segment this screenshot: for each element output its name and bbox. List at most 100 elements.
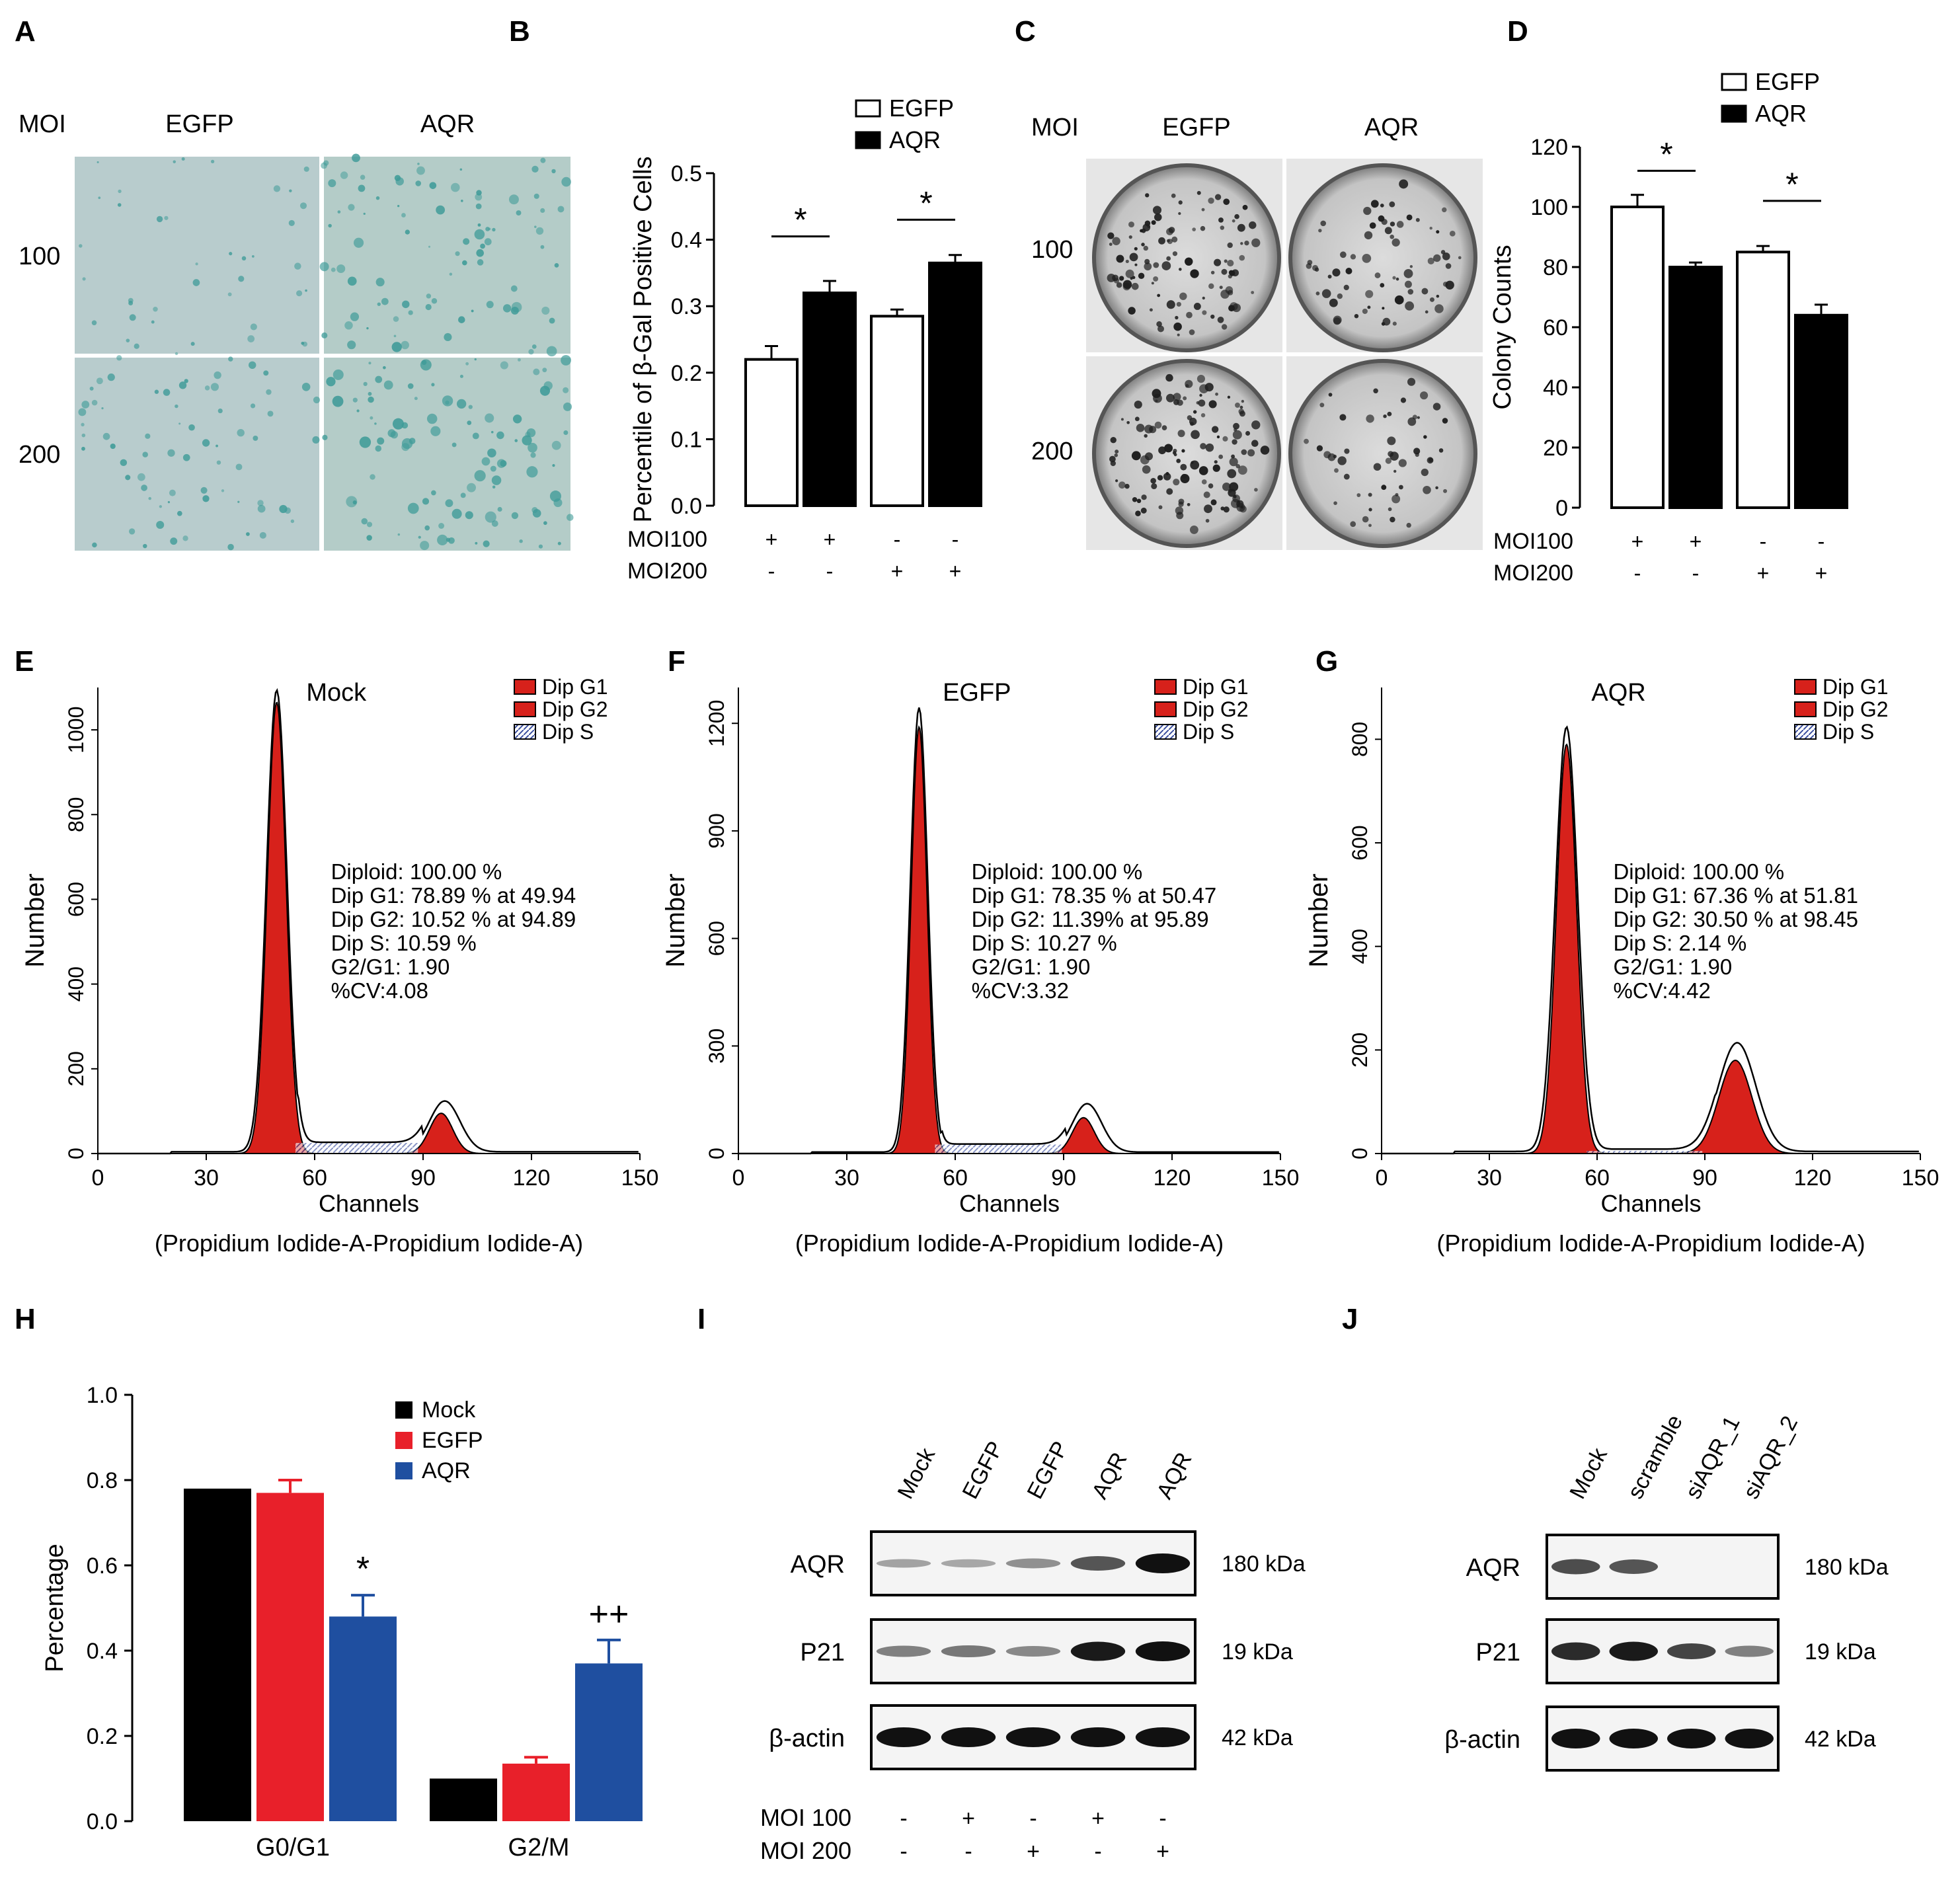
- colony: [1224, 259, 1228, 263]
- y-axis-label: Number: [661, 873, 690, 967]
- stained-cell: [328, 223, 332, 228]
- stained-cell: [167, 500, 171, 504]
- condition-mark: +: [1757, 561, 1770, 585]
- colony: [1205, 443, 1214, 452]
- colony: [1383, 414, 1387, 418]
- stained-cell: [463, 238, 470, 245]
- colony: [1362, 308, 1368, 314]
- stained-cell: [459, 374, 463, 378]
- stained-cell: [437, 534, 448, 545]
- stained-cell: [195, 262, 198, 266]
- histogram-title: EGFP: [943, 679, 1011, 707]
- legend-label: Dip G1: [542, 675, 608, 699]
- stained-cell: [352, 397, 358, 403]
- stained-cell: [182, 453, 190, 461]
- bar-egfp: [744, 358, 799, 507]
- stained-cell: [178, 422, 181, 425]
- stained-cell: [156, 216, 163, 223]
- y-tick-label: 0.0: [671, 494, 702, 519]
- colony: [1192, 227, 1196, 231]
- legend-label: Dip S: [542, 720, 594, 744]
- legend-swatch: [1794, 724, 1817, 740]
- stained-cell: [141, 485, 147, 491]
- colony: [1107, 274, 1116, 282]
- stained-cell: [546, 346, 557, 357]
- colony: [1227, 259, 1234, 267]
- legend-swatch-egfp: [395, 1432, 412, 1449]
- stained-cell: [535, 227, 544, 235]
- colony: [1196, 190, 1201, 195]
- colony: [1395, 277, 1399, 281]
- stained-cell: [129, 528, 136, 535]
- colony: [1157, 475, 1163, 481]
- colony: [1145, 193, 1150, 198]
- colony: [1232, 219, 1235, 223]
- stained-cell: [170, 537, 178, 545]
- x-tick-label: 0: [732, 1165, 745, 1191]
- colony: [1140, 507, 1147, 514]
- stained-cell: [540, 157, 546, 163]
- stained-cell: [257, 504, 266, 513]
- y-tick-label: 0.2: [671, 361, 702, 386]
- x-tick-label: 90: [411, 1165, 436, 1191]
- stained-cell: [126, 338, 130, 342]
- colony: [1128, 235, 1132, 239]
- y-tick-label: 0.5: [671, 161, 702, 186]
- stained-cell: [259, 531, 266, 539]
- colony: [1398, 459, 1407, 467]
- stained-cell: [116, 355, 122, 361]
- panel-c-col-label-aqr: AQR: [1364, 114, 1419, 141]
- stained-cell: [289, 189, 292, 192]
- y-tick-label: 200: [64, 1051, 88, 1086]
- stat-line: G2/G1: 1.90: [1613, 955, 1732, 979]
- stained-cell: [438, 523, 445, 529]
- stained-cell: [485, 413, 494, 423]
- colony: [1247, 449, 1255, 457]
- colony: [1333, 501, 1337, 505]
- legend-swatch-aqr: [855, 131, 881, 149]
- stained-cell: [475, 203, 482, 210]
- colony: [1205, 518, 1210, 523]
- colony: [1406, 522, 1411, 528]
- colony: [1328, 393, 1333, 397]
- stained-cell: [347, 340, 356, 350]
- peak-g1: [1526, 743, 1608, 1154]
- y-tick-label: 120: [1530, 135, 1568, 160]
- colony: [1131, 451, 1141, 461]
- colony: [1116, 255, 1124, 263]
- lane-label: Mock: [1565, 1443, 1612, 1503]
- stained-cell: [487, 448, 496, 457]
- colony: [1173, 322, 1182, 331]
- colony: [1201, 208, 1205, 212]
- colony: [1173, 479, 1180, 486]
- colony: [1109, 243, 1113, 246]
- stained-cell: [532, 509, 541, 518]
- colony: [1333, 317, 1341, 325]
- stained-cell: [561, 176, 571, 187]
- colony: [1173, 399, 1179, 405]
- colony: [1364, 231, 1373, 240]
- condition-mark: -: [894, 528, 901, 551]
- stained-cell: [563, 402, 572, 411]
- stained-cell: [128, 301, 134, 305]
- colony: [1219, 286, 1223, 290]
- protein-band: [941, 1645, 996, 1657]
- protein-band: [1609, 1729, 1658, 1748]
- stained-cell: [444, 333, 452, 342]
- protein-band: [876, 1645, 931, 1657]
- colony: [1387, 436, 1396, 446]
- colony: [1178, 501, 1184, 508]
- micrograph-egfp-200: [75, 358, 319, 551]
- stained-cell: [97, 161, 99, 163]
- legend-label-egfp: EGFP: [1755, 68, 1820, 95]
- condition-mark: -: [952, 528, 959, 551]
- colony: [1373, 463, 1382, 471]
- stat-line: %CV:4.08: [331, 978, 428, 1003]
- colony: [1208, 197, 1214, 204]
- stained-cell: [81, 433, 86, 438]
- legend-swatch: [1154, 701, 1177, 717]
- stained-cell: [89, 386, 94, 391]
- colony: [1334, 468, 1339, 473]
- stained-cell: [221, 489, 225, 492]
